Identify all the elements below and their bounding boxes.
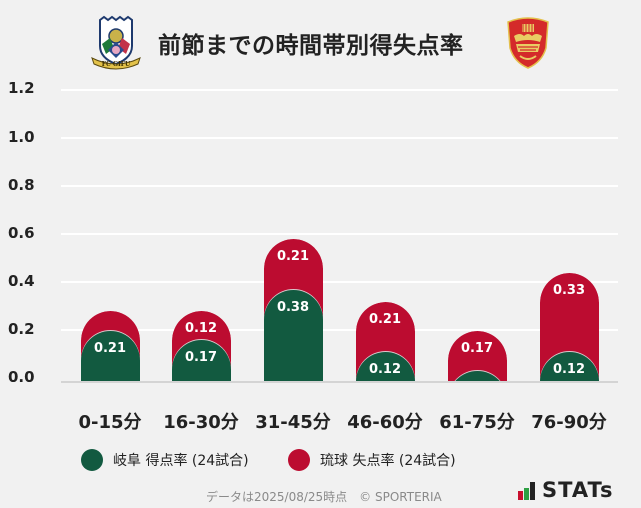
bar-value-label: 0.38 [276, 299, 310, 315]
y-tick-0-0: 0.0 [8, 368, 35, 386]
bar-group: 0.17 [447, 330, 507, 381]
x-label: 76-90分 [531, 412, 607, 433]
chart-header: FC GIFU 前節までの時間帯別得失点率 [0, 0, 641, 80]
gridline [61, 185, 618, 187]
legend-item-ryukyu: 琉球 失点率 (24試合) [288, 449, 456, 471]
fc-ryukyu-shisa-crest-icon [507, 17, 549, 69]
bar-value-label: 0.12 [184, 321, 218, 337]
data-source-note: データは2025/08/25時点 © SPORTERIA [206, 490, 442, 504]
stats-brand-logo: STATs [518, 478, 614, 502]
y-tick-1-2: 1.2 [8, 79, 35, 97]
gridline [61, 137, 618, 139]
legend-swatch-green-icon [81, 449, 103, 471]
gridline [61, 281, 618, 283]
bar-value-label: 0.21 [276, 249, 310, 265]
x-label: 31-45分 [255, 412, 331, 433]
y-tick-0-2: 0.2 [8, 320, 35, 338]
bar-group: 0.21 0.12 [355, 301, 415, 381]
legend-label: 岐阜 得点率 (24試合) [113, 453, 249, 469]
chart-title: 前節までの時間帯別得失点率 [158, 33, 464, 59]
bar-segment-gifu [447, 371, 507, 381]
gridline [61, 329, 618, 331]
y-tick-0-6: 0.6 [8, 224, 35, 242]
bar-segment-gifu [171, 340, 231, 381]
gridline [61, 233, 618, 235]
svg-text:FC GIFU: FC GIFU [102, 61, 131, 68]
y-tick-1-0: 1.0 [8, 128, 35, 146]
x-label: 0-15分 [78, 412, 142, 433]
bar-segment-gifu [263, 289, 323, 381]
bar-value-label: 0.21 [368, 311, 402, 327]
x-label: 46-60分 [347, 412, 423, 433]
legend-swatch-red-icon [288, 449, 310, 471]
bar-value-label: 0.12 [552, 362, 586, 378]
bar-value-label: 0.33 [552, 283, 586, 298]
bar-value-label: 0.17 [460, 340, 494, 356]
bar-group: 0.21 [80, 311, 140, 381]
bar-group: 0.12 0.17 [171, 311, 231, 381]
gridline [61, 89, 618, 91]
bar-segment-gifu [80, 330, 140, 381]
bar-value-label: 0.21 [93, 340, 127, 356]
bar-value-label: 0.12 [368, 362, 402, 378]
legend-item-gifu: 岐阜 得点率 (24試合) [81, 449, 249, 471]
bar-value-label: 0.17 [184, 350, 218, 366]
y-tick-0-4: 0.4 [8, 272, 35, 290]
x-axis-baseline [61, 381, 618, 383]
brand-name: STATs [542, 478, 614, 502]
x-label: 61-75分 [439, 412, 515, 433]
bar-group: 0.33 0.12 [539, 273, 599, 381]
bar-chart-logo-icon [518, 482, 536, 500]
bar-group: 0.21 0.38 [263, 239, 323, 381]
fc-gifu-crest-icon: FC GIFU [91, 15, 141, 70]
x-label: 16-30分 [163, 412, 239, 433]
legend-label: 琉球 失点率 (24試合) [320, 453, 456, 469]
y-tick-0-8: 0.8 [8, 176, 35, 194]
